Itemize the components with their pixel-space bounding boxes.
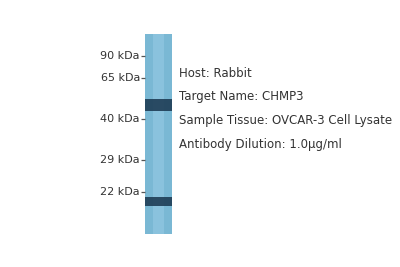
Text: Sample Tissue: OVCAR-3 Cell Lysate: Sample Tissue: OVCAR-3 Cell Lysate bbox=[179, 114, 392, 127]
Bar bbox=[153, 34, 164, 234]
Text: 90 kDa: 90 kDa bbox=[100, 51, 140, 61]
Bar bbox=[144, 99, 172, 111]
Bar bbox=[144, 34, 172, 234]
Text: 29 kDa: 29 kDa bbox=[100, 155, 140, 164]
Bar bbox=[144, 197, 172, 206]
Text: Target Name: CHMP3: Target Name: CHMP3 bbox=[179, 90, 303, 103]
Text: Antibody Dilution: 1.0µg/ml: Antibody Dilution: 1.0µg/ml bbox=[179, 138, 342, 151]
Text: 40 kDa: 40 kDa bbox=[100, 115, 140, 124]
Text: 22 kDa: 22 kDa bbox=[100, 187, 140, 197]
Text: 65 kDa: 65 kDa bbox=[100, 73, 140, 83]
Text: Host: Rabbit: Host: Rabbit bbox=[179, 67, 252, 80]
